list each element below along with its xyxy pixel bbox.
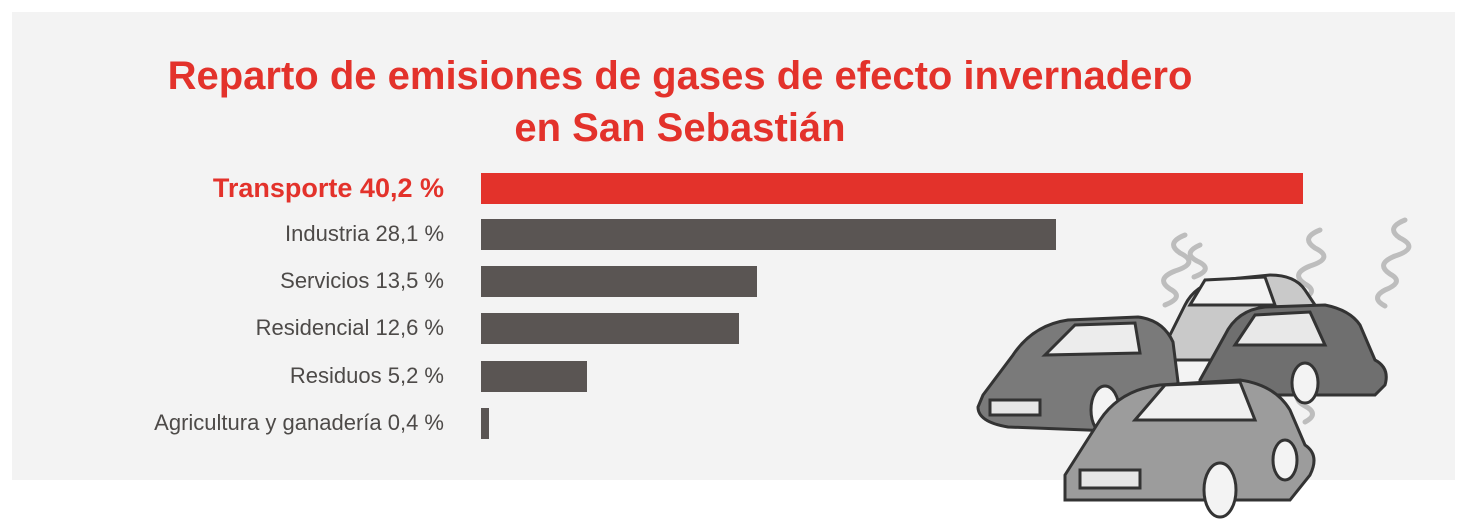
car-right-icon <box>1198 303 1388 405</box>
bar-label-0: Transporte 40,2 % <box>212 173 444 203</box>
bar-4 <box>481 361 588 392</box>
chart-title: Reparto de emisiones de gases de efecto … <box>0 50 1360 154</box>
cars-illustration <box>976 217 1412 519</box>
chart-title-line-1: Reparto de emisiones de gases de efecto … <box>167 54 1193 98</box>
bar-0 <box>481 173 1303 204</box>
bar-2 <box>481 266 758 297</box>
bar-label-5: Agricultura y ganadería 0,4 % <box>154 410 444 435</box>
bar-label-1: Industria 28,1 % <box>285 221 444 246</box>
chart-title-line-2: en San Sebastián <box>514 106 846 150</box>
bar-label-4: Residuos 5,2 % <box>289 363 444 388</box>
bar-1 <box>481 219 1056 250</box>
bar-label-3: Residencial 12,6 % <box>255 315 444 340</box>
bar-label-2: Servicios 13,5 % <box>280 268 444 293</box>
bar-5 <box>481 408 490 439</box>
car-front-icon <box>1063 378 1316 519</box>
bar-3 <box>481 313 739 344</box>
